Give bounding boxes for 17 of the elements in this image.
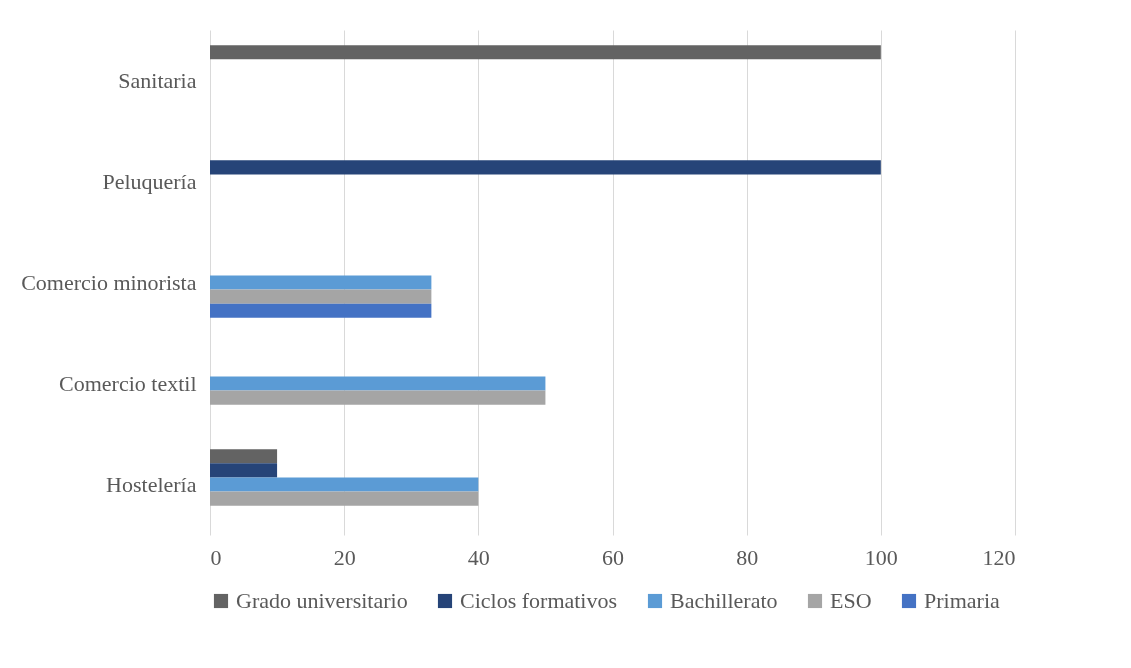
legend-label: Primaria xyxy=(924,588,1000,613)
x-tick-label: 60 xyxy=(602,544,624,570)
legend-label: Bachillerato xyxy=(670,588,778,613)
x-tick-label: 80 xyxy=(736,544,759,570)
x-tick-label: 20 xyxy=(333,544,356,570)
y-tick-label: Peluquería xyxy=(102,168,197,194)
x-tick-label: 0 xyxy=(210,544,222,570)
legend-label: Ciclos formativos xyxy=(460,588,618,613)
legend-label: ESO xyxy=(830,588,872,613)
legend-label: Grado universitario xyxy=(236,588,408,613)
x-tick-label: 100 xyxy=(864,544,898,570)
y-tick-label: Hostelería xyxy=(106,471,197,497)
y-tick-label: Comercio minorista xyxy=(21,269,197,295)
y-tick-label: Comercio textil xyxy=(59,370,197,396)
y-tick-label: Sanitaria xyxy=(118,67,197,93)
x-tick-label: 40 xyxy=(467,544,490,570)
x-tick-label: 120 xyxy=(982,544,1016,570)
